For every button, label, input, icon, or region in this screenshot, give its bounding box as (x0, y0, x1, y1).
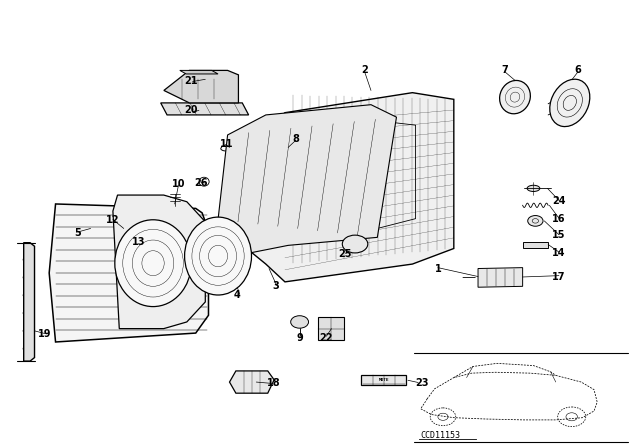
Polygon shape (318, 318, 344, 340)
Polygon shape (161, 103, 248, 115)
Polygon shape (180, 70, 218, 74)
Text: 10: 10 (172, 179, 186, 189)
Polygon shape (24, 243, 35, 361)
Text: 15: 15 (552, 230, 566, 240)
Text: 1: 1 (435, 263, 441, 274)
Ellipse shape (184, 217, 252, 295)
Text: 20: 20 (184, 105, 198, 116)
Text: 13: 13 (132, 237, 145, 247)
Polygon shape (164, 70, 239, 103)
Text: 3: 3 (272, 281, 279, 291)
Circle shape (23, 257, 31, 262)
Circle shape (23, 328, 31, 333)
Text: 5: 5 (74, 228, 81, 238)
Ellipse shape (527, 185, 540, 191)
Text: 14: 14 (552, 248, 566, 258)
Polygon shape (49, 204, 209, 342)
Text: 12: 12 (106, 215, 120, 224)
Text: 24: 24 (552, 196, 566, 206)
Text: 17: 17 (552, 271, 566, 281)
Circle shape (23, 275, 31, 280)
Text: CCD11153: CCD11153 (420, 431, 461, 440)
Ellipse shape (115, 220, 191, 306)
Text: 7: 7 (501, 65, 508, 75)
Text: 22: 22 (319, 332, 333, 343)
Text: 2: 2 (361, 65, 368, 75)
Text: 18: 18 (268, 379, 281, 388)
Polygon shape (218, 105, 396, 253)
Text: 6: 6 (575, 65, 582, 75)
Polygon shape (478, 267, 523, 287)
Text: 19: 19 (38, 329, 51, 340)
Circle shape (342, 235, 368, 253)
Circle shape (23, 346, 31, 351)
Polygon shape (362, 375, 406, 385)
Text: MOTE: MOTE (378, 378, 389, 382)
Polygon shape (113, 195, 205, 329)
Circle shape (23, 293, 31, 298)
Polygon shape (230, 371, 274, 393)
Text: 4: 4 (234, 290, 241, 300)
Ellipse shape (550, 79, 590, 127)
Text: 25: 25 (339, 249, 352, 259)
Text: 11: 11 (220, 139, 233, 149)
Text: 21: 21 (184, 76, 198, 86)
Polygon shape (246, 93, 454, 282)
Text: 16: 16 (552, 214, 566, 224)
Circle shape (291, 316, 308, 328)
Text: 23: 23 (415, 379, 429, 388)
Text: 9: 9 (296, 332, 303, 343)
Circle shape (528, 215, 543, 226)
Circle shape (23, 310, 31, 316)
Ellipse shape (500, 81, 531, 114)
Text: 26: 26 (194, 178, 207, 188)
Text: 8: 8 (292, 134, 300, 144)
Polygon shape (523, 242, 548, 248)
